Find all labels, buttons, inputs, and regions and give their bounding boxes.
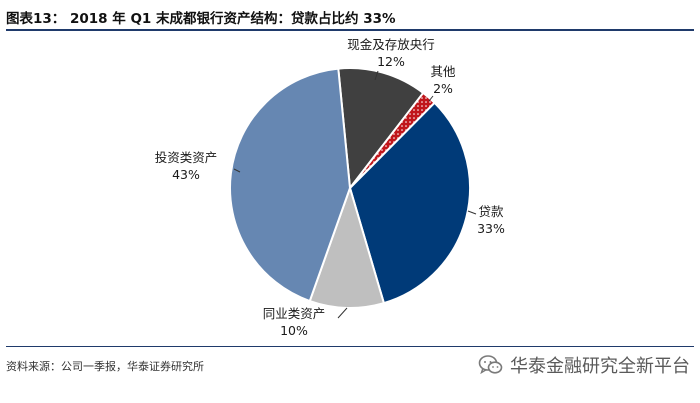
source-note: 资料来源：公司一季报，华泰证券研究所 (6, 360, 204, 373)
footer-rule (6, 346, 694, 347)
leader-line (337, 307, 348, 319)
watermark-text: 华泰金融研究全新平台 (510, 356, 690, 377)
slice-value-label: 10% (280, 323, 308, 338)
title-rule (6, 29, 694, 31)
chart-title: 图表13： 2018 年 Q1 末成都银行资产结构：贷款占比约 33% (6, 11, 396, 27)
watermark: 华泰金融研究全新平台 (478, 352, 690, 378)
leader-line (374, 70, 379, 81)
slice-value-label: 2% (433, 81, 453, 96)
slice-name-label: 投资类资产 (155, 150, 218, 165)
wechat-icon (478, 355, 503, 375)
pie-slice (229, 67, 352, 303)
slice-value-label: 43% (172, 167, 200, 182)
leader-line (233, 168, 241, 173)
leader-line (428, 95, 434, 102)
pie-chart: 现金及存放央行 12% 其他 2% 贷款 33% 同业类资产 10% 投资类资产 43% (155, 37, 505, 338)
slice-name-label: 现金及存放央行 (347, 37, 435, 52)
slice-name-label: 贷款 (478, 204, 504, 219)
slice-value-label: 12% (377, 54, 405, 69)
slice-name-label: 其他 (430, 64, 456, 79)
slice-name-label: 同业类资产 (263, 306, 326, 321)
slice-value-label: 33% (477, 221, 505, 236)
pie-slice (348, 101, 471, 305)
pie-slice (337, 67, 425, 191)
leader-line (467, 210, 477, 215)
